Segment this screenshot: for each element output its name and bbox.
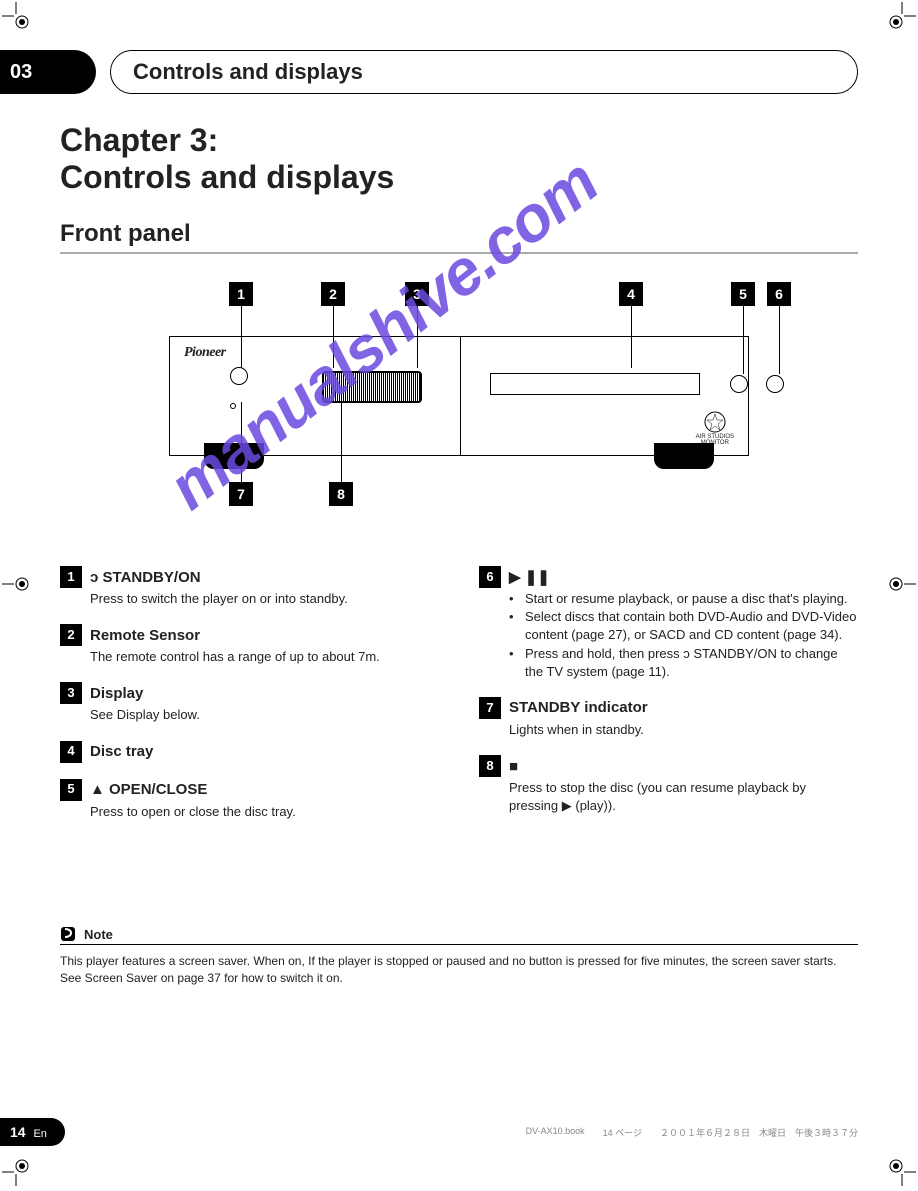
page-content: 03 Controls and displays Chapter 3: Cont…: [60, 50, 858, 1138]
item-title: Disc tray: [90, 741, 153, 762]
item-title: STANDBY indicator: [509, 697, 648, 718]
callout-badge: 3: [405, 282, 429, 306]
list-item: 2 Remote Sensor The remote control has a …: [60, 624, 439, 666]
page-subtitle: Controls and displays: [60, 159, 858, 196]
page-title: Chapter 3:: [60, 122, 858, 159]
chapter-number-tab: 03: [0, 50, 96, 94]
open-close-button-icon: [730, 375, 748, 393]
footer-pages: 14 ページ: [603, 1126, 642, 1139]
badge-line: AIR STUDIOS: [696, 434, 734, 441]
item-title: ▶ ❚❚: [509, 567, 550, 588]
item-badge: 6: [479, 566, 501, 588]
bullet-icon: •: [509, 608, 519, 644]
item-badge: 4: [60, 741, 82, 763]
footer-meta: DV-AX10.book 14 ページ ２００１年６月２８日 木曜日 午後３時３…: [526, 1126, 858, 1139]
disc-tray: [490, 373, 700, 395]
item-desc: The remote control has a range of up to …: [90, 648, 439, 666]
footer-date: ２００１年６月２８日 木曜日 午後３時３７分: [660, 1126, 858, 1139]
chapter-title-bubble: Controls and displays: [110, 50, 858, 94]
list-item: 5 ▲ OPEN/CLOSE Press to open or close the…: [60, 779, 439, 821]
item-desc: Press to switch the player on or into st…: [90, 590, 439, 608]
display-panel: [322, 371, 422, 403]
play-pause-button-icon: [766, 375, 784, 393]
item-desc: See Display below.: [90, 706, 439, 724]
bullet-icon: •: [509, 590, 519, 608]
crop-mark: [888, 1158, 916, 1186]
bullet-text: Select discs that contain both DVD-Audio…: [525, 608, 858, 644]
device-foot: [654, 443, 714, 469]
crop-mark: [888, 570, 916, 598]
list-item: 8 ■ Press to stop the disc (you can resum…: [479, 755, 858, 815]
callout-badge: 2: [321, 282, 345, 306]
bullet-icon: •: [509, 645, 519, 681]
note-header: Note: [60, 926, 858, 945]
lead-line: [779, 306, 780, 374]
item-badge: 1: [60, 566, 82, 588]
section-heading: Front panel: [60, 220, 858, 254]
item-title: Display: [90, 683, 143, 704]
footer-file: DV-AX10.book: [526, 1126, 585, 1139]
item-badge: 7: [479, 697, 501, 719]
page-number: 14: [10, 1124, 26, 1140]
note-body: This player features a screen saver. Whe…: [60, 953, 858, 987]
item-desc: Press to stop the disc (you can resume p…: [509, 779, 858, 815]
controls-list: 1 ɔ STANDBY/ON Press to switch the player…: [60, 566, 858, 906]
list-item: 4 Disc tray: [60, 741, 439, 763]
air-studios-badge: AIR STUDIOS MONITOR: [696, 411, 734, 447]
callout-badge: 1: [229, 282, 253, 306]
item-desc: Press to open or close the disc tray.: [90, 803, 439, 821]
bullet-text: Start or resume playback, or pause a dis…: [525, 590, 848, 608]
item-badge: 3: [60, 682, 82, 704]
chapter-header: 03 Controls and displays: [60, 50, 858, 94]
device-foot: [204, 443, 264, 469]
list-item: 3 Display See Display below.: [60, 682, 439, 724]
list-item: 7 STANDBY indicator Lights when in standb…: [479, 697, 858, 739]
item-title: ■: [509, 756, 518, 777]
page-number-badge: 14 En: [0, 1118, 65, 1146]
callout-badge: 8: [329, 482, 353, 506]
bullet-text: Press and hold, then press ɔ STANDBY/ON …: [525, 645, 858, 681]
note-icon: [60, 926, 76, 942]
front-panel-diagram: 1 2 3 4 5 6 7 8 Pioneer AIR STUDI: [109, 282, 809, 532]
item-title: ɔ STANDBY/ON: [90, 567, 201, 588]
item-bullets: • Start or resume playback, or pause a di…: [509, 590, 858, 681]
item-badge: 5: [60, 779, 82, 801]
callout-badge: 6: [767, 282, 791, 306]
pioneer-logo: Pioneer: [184, 345, 226, 361]
panel-divider: [460, 337, 461, 455]
item-badge: 2: [60, 624, 82, 646]
page-footer: 14 En DV-AX10.book 14 ページ ２００１年６月２８日 木曜日…: [60, 1118, 858, 1146]
standby-button-icon: [230, 367, 248, 385]
callout-badge: 7: [229, 482, 253, 506]
crop-mark: [2, 570, 30, 598]
standby-indicator-icon: [230, 403, 236, 409]
crop-mark: [2, 2, 30, 30]
list-item: 6 ▶ ❚❚ • Start or resume playback, or paus…: [479, 566, 858, 681]
item-desc: Lights when in standby.: [509, 721, 858, 739]
page-lang: En: [33, 1128, 46, 1140]
callout-badge: 5: [731, 282, 755, 306]
device-outline: Pioneer AIR STUDIOS MONITOR: [169, 336, 749, 456]
note-title: Note: [84, 927, 113, 942]
crop-mark: [888, 2, 916, 30]
callout-badge: 4: [619, 282, 643, 306]
list-item: 1 ɔ STANDBY/ON Press to switch the player…: [60, 566, 439, 608]
item-title: Remote Sensor: [90, 625, 200, 646]
item-badge: 8: [479, 755, 501, 777]
item-title: ▲ OPEN/CLOSE: [90, 779, 207, 800]
crop-mark: [2, 1158, 30, 1186]
